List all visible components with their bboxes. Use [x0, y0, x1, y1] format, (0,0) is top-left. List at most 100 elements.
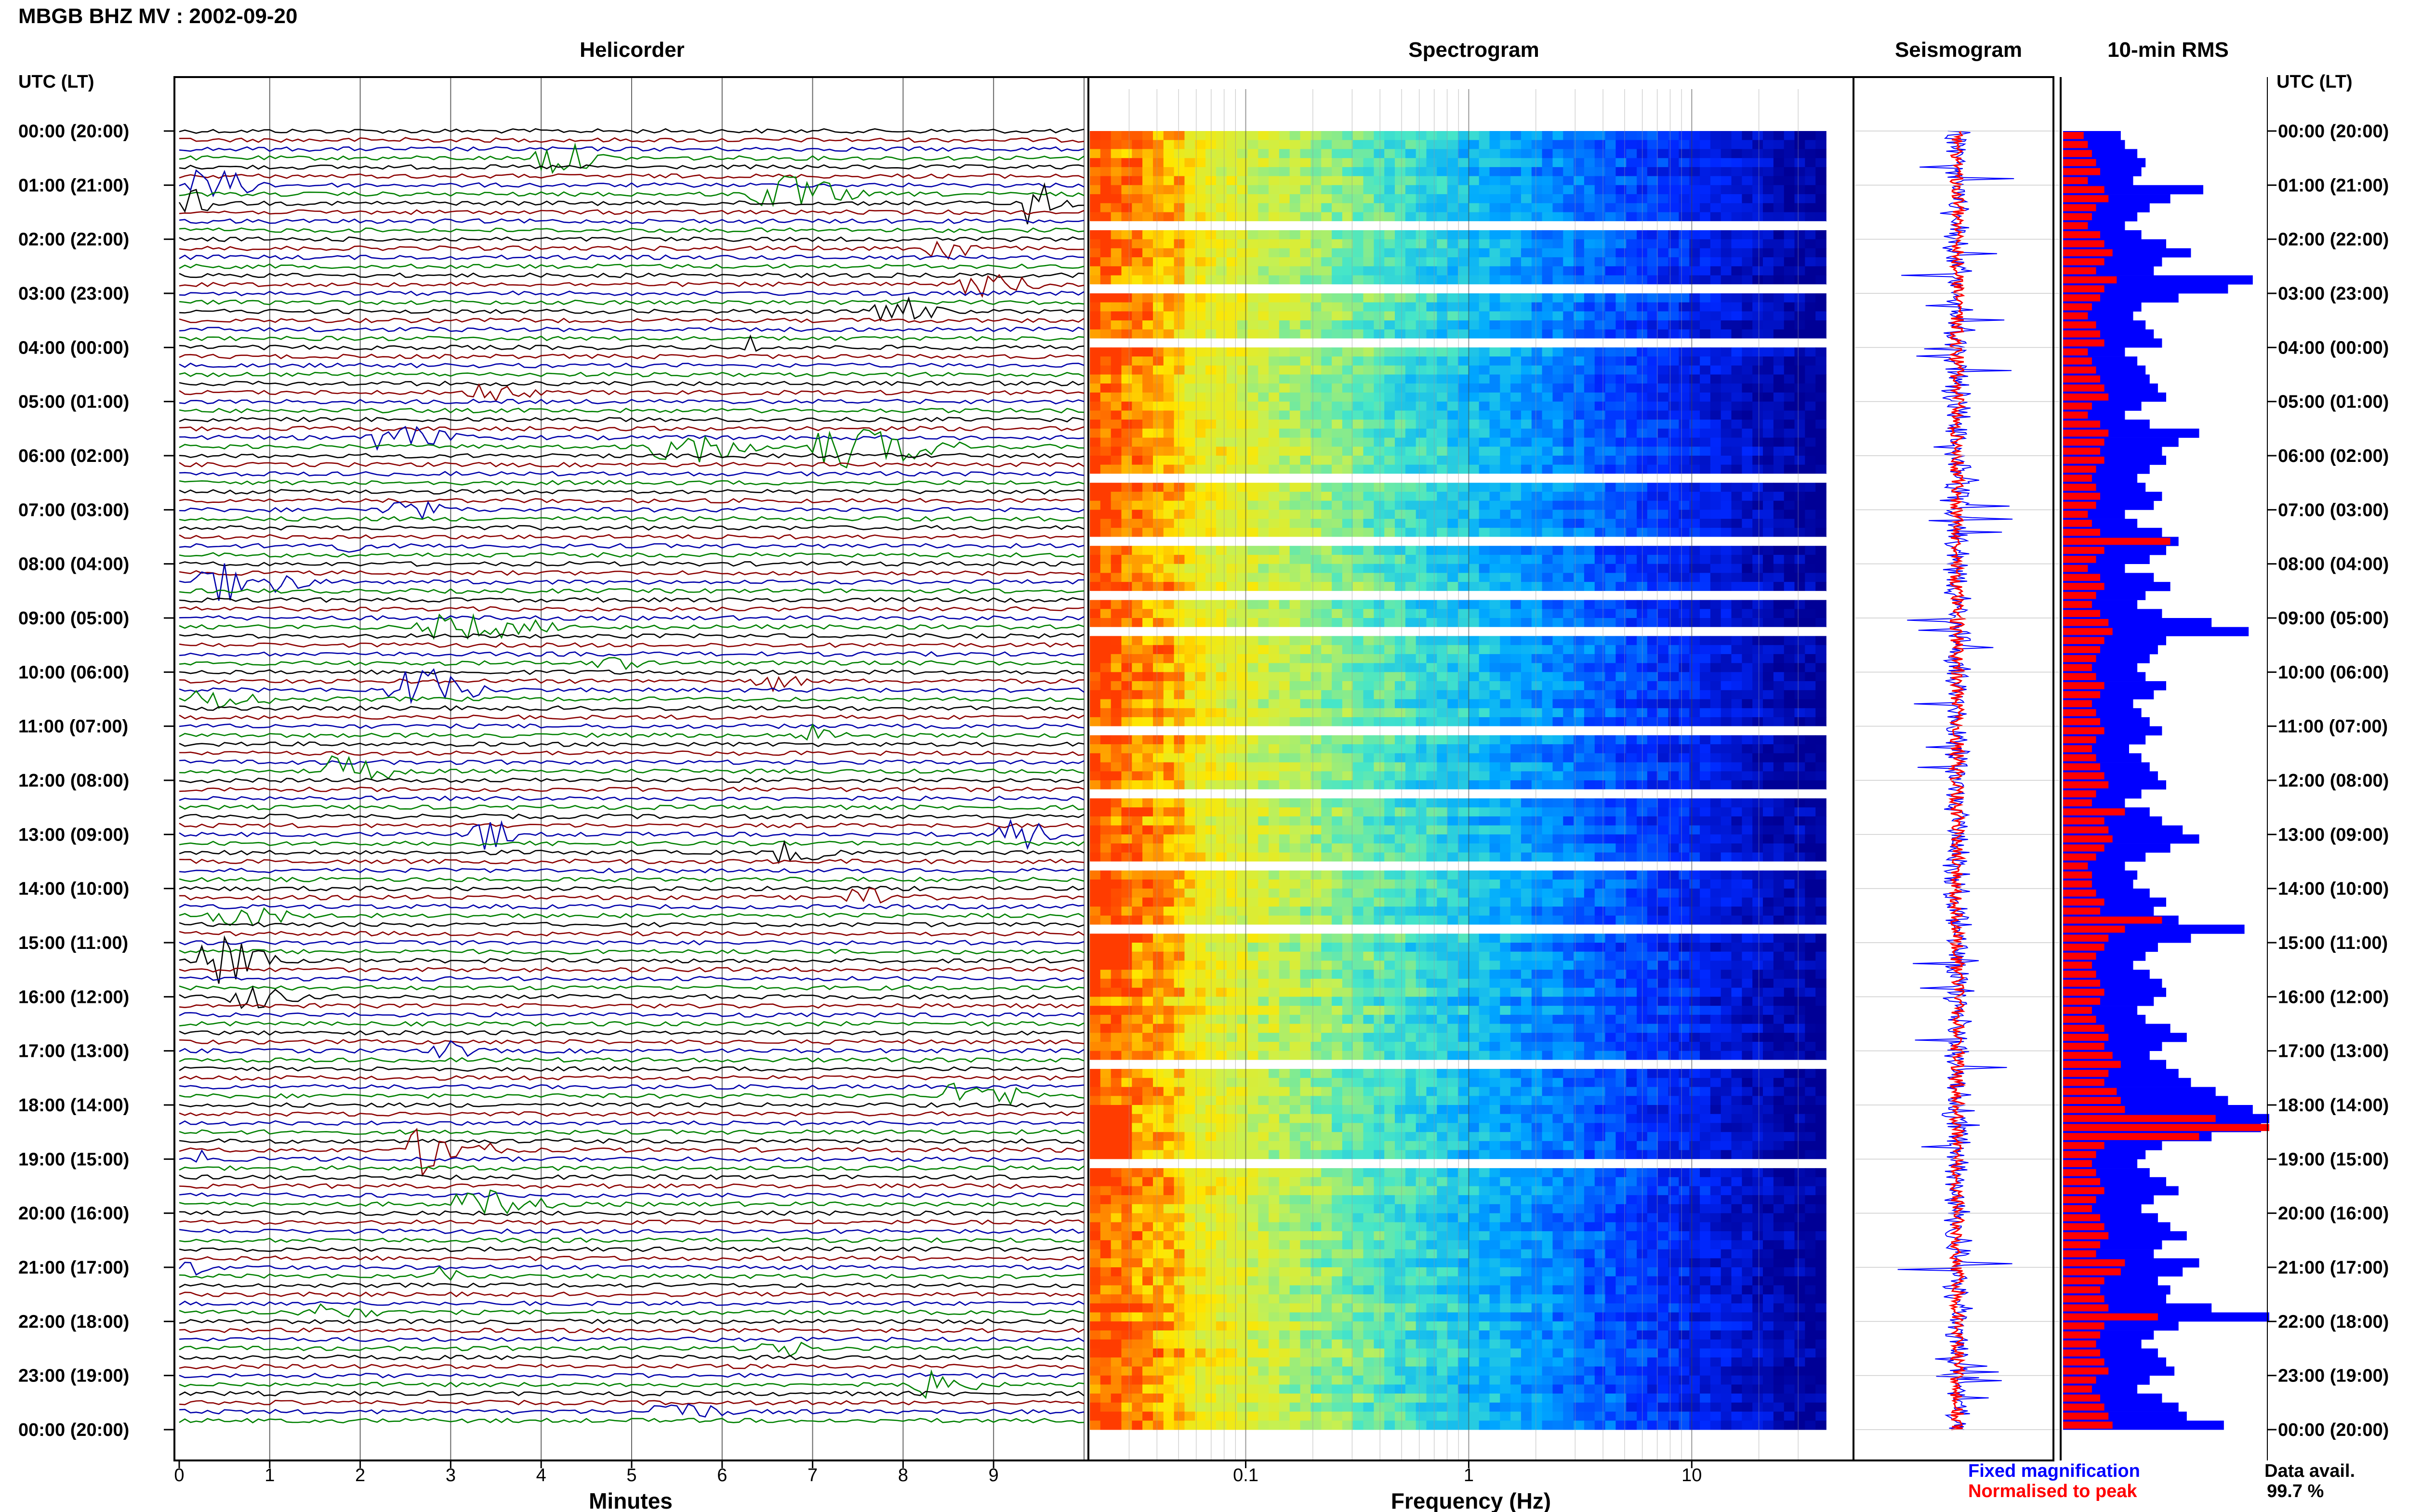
spectrogram-cell — [1321, 690, 1332, 699]
spectrogram-cell — [1352, 212, 1364, 222]
spectrogram-cell — [1710, 392, 1721, 402]
spectrogram-cell — [1531, 564, 1543, 573]
spectrogram-cell — [1447, 140, 1458, 149]
spectrogram-cell — [1531, 663, 1543, 672]
spectrogram-cell — [1626, 483, 1637, 492]
spectrogram-cell — [1647, 816, 1658, 826]
spectrogram-cell — [1163, 248, 1175, 258]
spectrogram-cell — [1132, 176, 1143, 185]
spectrogram-cell — [1142, 230, 1153, 240]
spectrogram-cell — [1647, 600, 1658, 609]
spectrogram-cell — [1395, 428, 1406, 438]
spectrogram-cell — [1416, 447, 1427, 456]
spectrogram-cell — [1521, 663, 1532, 672]
spectrogram-cell — [1300, 564, 1311, 573]
spectrogram-cell — [1584, 681, 1595, 691]
spectrogram-cell — [1090, 708, 1101, 718]
spectrogram-cell — [1563, 762, 1574, 772]
spectrogram-cell — [1100, 185, 1112, 195]
helicorder-trace — [179, 164, 1085, 170]
spectrogram-cell — [1489, 230, 1501, 240]
spectrogram-cell — [1626, 329, 1637, 339]
spectrogram-cell — [1605, 681, 1616, 691]
spectrogram-cell — [1605, 311, 1616, 321]
spectrogram-cell — [1647, 140, 1658, 149]
spectrogram-cell — [1447, 527, 1458, 537]
spectrogram-cell — [1594, 546, 1606, 555]
spectrogram-cell — [1289, 527, 1301, 537]
spectrogram-cell — [1384, 140, 1395, 149]
spectrogram-cell — [1132, 347, 1143, 357]
spectrogram-cell — [1710, 527, 1721, 537]
spectrogram-cell — [1574, 672, 1585, 682]
spectrogram-cell — [1332, 564, 1343, 573]
spectrogram-cell — [1721, 447, 1732, 456]
spectrogram-cell — [1615, 194, 1627, 204]
spectrogram-cell — [1174, 356, 1185, 366]
spectrogram-cell — [1500, 753, 1511, 763]
spectrogram-cell — [1289, 600, 1301, 609]
spectrogram-cell — [1574, 456, 1585, 465]
spectrogram-cell — [1111, 546, 1122, 555]
spectrogram-cell — [1216, 483, 1227, 492]
spectrogram-cell — [1742, 248, 1753, 258]
spectrogram-cell — [1163, 663, 1175, 672]
spectrogram-cell — [1300, 825, 1311, 835]
helicorder-trace — [179, 633, 1085, 639]
spectrogram-cell — [1174, 257, 1185, 267]
spectrogram-cell — [1700, 248, 1711, 258]
spectrogram-cell — [1416, 510, 1427, 519]
spectrogram-cell — [1794, 230, 1806, 240]
spectrogram-cell — [1363, 771, 1375, 781]
spectrogram-cell — [1763, 618, 1774, 628]
spectrogram-cell — [1184, 275, 1196, 285]
spectrogram-cell — [1310, 807, 1322, 817]
spectrogram-cell — [1542, 527, 1553, 537]
spectrogram-cell — [1121, 447, 1133, 456]
helicorder-trace — [179, 290, 1085, 296]
spectrogram-cell — [1605, 167, 1616, 177]
spectrogram-cell — [1195, 140, 1206, 149]
spectrogram-cell — [1174, 176, 1185, 185]
spectrogram-cell — [1563, 573, 1574, 582]
spectrogram-cell — [1142, 681, 1153, 691]
spectrogram-cell — [1310, 708, 1322, 718]
spectrogram-cell — [1679, 140, 1690, 149]
spectrogram-cell — [1521, 645, 1532, 655]
spectrogram-cell — [1279, 437, 1290, 447]
spectrogram-cell — [1163, 239, 1175, 249]
spectrogram-cell — [1332, 735, 1343, 745]
spectrogram-cell — [1426, 374, 1438, 384]
spectrogram-cell — [1594, 708, 1606, 718]
spectrogram-cell — [1384, 807, 1395, 817]
spectrogram-cell — [1289, 185, 1301, 195]
spectrogram-cell — [1384, 690, 1395, 699]
spectrogram-cell — [1721, 401, 1732, 411]
spectrogram-cell — [1784, 582, 1795, 592]
spectrogram-cell — [1216, 771, 1227, 781]
spectrogram-cell — [1647, 383, 1658, 393]
spectrogram-cell — [1310, 131, 1322, 141]
spectrogram-cell — [1342, 356, 1353, 366]
spectrogram-cell — [1763, 744, 1774, 754]
spectrogram-cell — [1805, 239, 1816, 249]
spectrogram-cell — [1773, 554, 1785, 565]
spectrogram-cell — [1437, 663, 1448, 672]
spectrogram-cell — [1279, 825, 1290, 835]
spectrogram-cell — [1111, 456, 1122, 465]
spectrogram-cell — [1132, 636, 1143, 645]
spectrogram-cell — [1815, 437, 1827, 447]
spectrogram-cell — [1563, 609, 1574, 618]
spectrogram-cell — [1184, 483, 1196, 492]
spectrogram-cell — [1710, 257, 1721, 267]
spectrogram-cell — [1815, 140, 1827, 149]
spectrogram-cell — [1163, 753, 1175, 763]
spectrogram-cell — [1679, 527, 1690, 537]
spectrogram-cell — [1132, 420, 1143, 429]
spectrogram-cell — [1289, 131, 1301, 141]
spectrogram-cell — [1090, 212, 1101, 222]
spectrogram-cell — [1521, 447, 1532, 456]
helicorder-trace — [179, 1301, 1085, 1306]
spectrogram-cell — [1321, 239, 1332, 249]
spectrogram-cell — [1247, 329, 1258, 339]
